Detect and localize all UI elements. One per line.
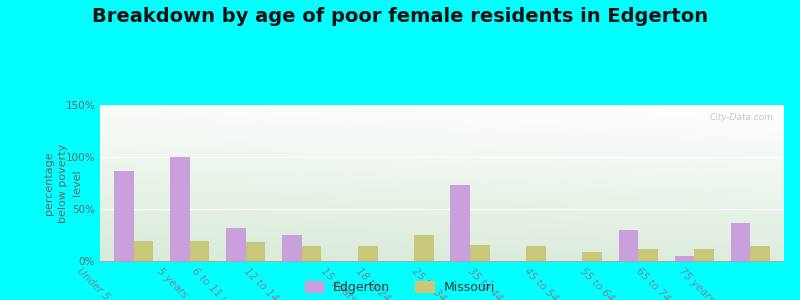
Bar — [226, 228, 246, 261]
Bar — [358, 246, 378, 261]
Bar — [618, 230, 638, 261]
Bar — [730, 223, 750, 261]
Bar — [190, 241, 210, 261]
Bar — [526, 246, 546, 261]
Text: City-Data.com: City-Data.com — [710, 113, 774, 122]
Bar — [450, 185, 470, 261]
Bar — [694, 248, 714, 261]
Bar — [302, 246, 322, 261]
Legend: Edgerton, Missouri: Edgerton, Missouri — [305, 281, 495, 294]
Bar — [470, 245, 490, 261]
Bar — [582, 252, 602, 261]
Bar — [414, 235, 434, 261]
Bar — [750, 246, 770, 261]
Bar — [134, 241, 154, 261]
Bar — [246, 242, 266, 261]
Bar — [674, 256, 694, 261]
Bar — [170, 157, 190, 261]
Bar — [282, 235, 302, 261]
Bar — [114, 170, 134, 261]
Bar — [638, 248, 658, 261]
Y-axis label: percentage
below poverty
level: percentage below poverty level — [44, 143, 82, 223]
Text: Breakdown by age of poor female residents in Edgerton: Breakdown by age of poor female resident… — [92, 8, 708, 26]
